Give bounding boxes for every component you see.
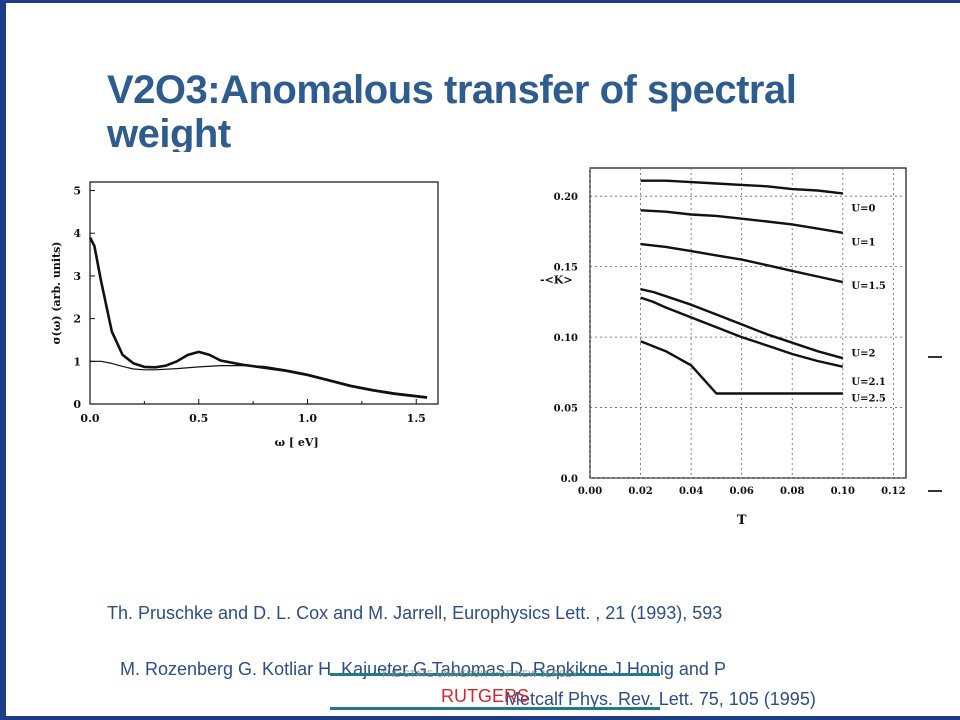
series-line [640,242,844,284]
x-tick-label: 0.06 [730,486,754,497]
x-tick-label: 1.5 [407,412,426,425]
y-tick-label: 4 [73,227,81,240]
slide-frame-top [0,0,960,3]
series-label: U=2.5 [851,394,886,405]
kinetic-energy-chart: 0.00 0.02 0.04 0.06 0.08 0.10 0.12 0.0 0.05 0.10 0… [540,167,907,528]
slide-frame-left [0,0,6,720]
x-tick-label: 0.12 [881,486,905,497]
x-tick-label: 1.0 [298,412,317,425]
series-label: U=1.5 [851,281,886,292]
series-line [640,340,843,395]
x-tick-label: 0.00 [578,486,602,497]
x-tick-label: 0.08 [780,486,804,497]
y-tick-label: 2 [73,313,81,326]
footer-brand-logo: RUTGERS [441,686,530,706]
y-tick-label: 0.15 [554,263,578,274]
x-tick-label: 0.02 [628,486,652,497]
edge-tick-mark [928,490,942,492]
series-label: U=1 [851,237,875,248]
x-tick-label: 0.10 [831,486,855,497]
footer-university: THE STATE UNIVERSITY OF NEW JERSEY [381,669,579,679]
optical-conductivity-chart: 0 1 2 3 4 5 0.0 0.5 1.0 1.5 ω [ eV] σ(ω) (arb. unit… [50,181,439,449]
y-tick-label: 0.0 [561,474,578,485]
series-line [640,288,844,360]
plot-frame [89,181,439,405]
x-axis-label: T [737,513,747,528]
y-axis-label: -<K> [540,274,573,287]
x-tick-label: 0.5 [189,412,208,425]
series-line-thin [90,360,428,398]
series-label: U=2 [851,349,875,360]
x-axis-label: ω [ eV] [275,436,319,449]
series-line [640,209,843,234]
y-tick-label: 1 [73,355,81,368]
series-label: U=0 [851,203,875,214]
x-tick-label: 0.0 [80,412,99,425]
plot-frame [589,167,907,479]
x-tick-label: 0.04 [679,486,703,497]
series-line [640,296,844,368]
y-tick-label: 0.10 [554,333,578,344]
slide-frame-bottom [0,716,960,720]
y-tick-label: 0 [73,398,81,411]
edge-tick-mark [928,356,942,358]
slide-title: V2O3:Anomalous transfer of spectral weig… [107,68,797,152]
series-line-thick [88,236,428,399]
y-tick-label: 0.20 [554,192,578,203]
series-line [640,179,843,195]
footer-rule-top [330,673,660,676]
reference-pruschke: Th. Pruschke and D. L. Cox and M. Jarrel… [107,603,723,623]
reference-rozenberg-line2: Metcalf Phys. Rev. Lett. 75, 105 (1995) [505,689,816,709]
cropped-chart-edge [910,240,960,532]
footer-rule-bottom [330,707,660,710]
y-tick-label: 3 [73,270,81,283]
y-tick-label: 5 [73,185,81,198]
series-label: U=2.1 [851,377,886,388]
y-axis-label: σ(ω) (arb. units) [50,242,63,345]
y-tick-label: 0.05 [554,404,578,415]
